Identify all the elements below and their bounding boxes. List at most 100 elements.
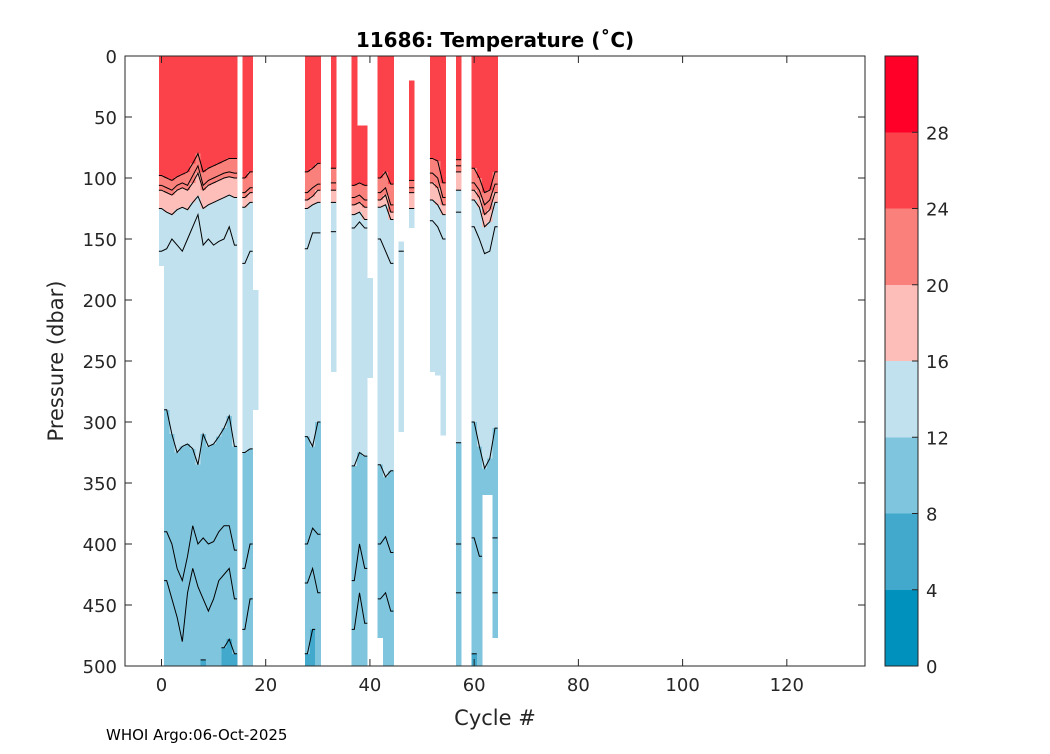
temperature-band-cell: [351, 185, 358, 205]
profile-column: [216, 56, 222, 666]
profile-column: [398, 241, 405, 432]
isotherm-line-12: [164, 409, 238, 465]
temperature-band-cell: [315, 56, 321, 164]
temperature-band-cell: [481, 226, 488, 469]
y-tick-label: 350: [83, 474, 117, 495]
temperature-band-cell: [205, 185, 212, 205]
profile-column: [174, 56, 181, 666]
temperature-band-cell: [310, 446, 316, 630]
temperature-band-cell: [492, 202, 499, 429]
profile-column: [247, 56, 254, 666]
temperature-band-cell: [195, 173, 201, 197]
profile-column: [429, 56, 436, 372]
temperature-band-cell: [310, 168, 316, 197]
y-tick-label: 300: [83, 413, 117, 434]
temperature-band-cell: [226, 158, 233, 177]
temperature-band-cell: [377, 464, 384, 638]
profile-column: [179, 56, 186, 666]
temperature-band-cell: [310, 629, 316, 666]
temperature-band-cell: [179, 207, 186, 447]
isotherm-line-10: [164, 567, 238, 642]
temperature-band-cell: [190, 448, 196, 666]
temperature-band-cell: [247, 192, 254, 203]
profile-column: [382, 56, 389, 666]
temperature-band-cell: [184, 171, 191, 191]
temperature-band-cell: [169, 56, 175, 181]
temperature-band-cell: [471, 168, 478, 191]
isotherm-line-24: [429, 157, 446, 184]
temperature-band-cell: [351, 204, 358, 215]
isotherm-line-14: [242, 250, 253, 264]
temperature-band-cell: [242, 56, 248, 178]
isotherm-line-14: [471, 226, 498, 255]
temperature-band-cell: [242, 207, 248, 453]
isotherm-line-11: [377, 535, 394, 554]
isotherm-line-24: [242, 171, 253, 179]
isotherm-line-20: [158, 171, 238, 196]
profile-column: [356, 125, 363, 666]
temperature-band-cell: [205, 204, 212, 447]
profile-column: [195, 56, 201, 666]
temperature-band-cell: [377, 178, 384, 200]
isotherm-line-16: [242, 201, 253, 208]
temperature-band-cell: [492, 428, 499, 638]
axes: 0 20 40 60 80 100 120 0 50 100 150 200 250 300 350 400 4…: [83, 47, 866, 696]
temperature-band-cell: [210, 182, 217, 203]
temperature-band-cell: [164, 192, 170, 213]
temperature-band-cell: [429, 182, 436, 200]
temperature-band-cell: [184, 190, 191, 210]
isotherm-line-10: [351, 592, 368, 630]
temperature-band-cell: [455, 56, 462, 160]
colorbar-band: [885, 513, 918, 590]
isotherm-line-24: [304, 162, 321, 173]
temperature-band-cell: [231, 158, 238, 178]
profile-column: [210, 56, 217, 666]
x-tick-label: 0: [156, 675, 167, 696]
colorbar-tick-label: 8: [926, 505, 937, 526]
isotherm-line-16: [429, 199, 446, 216]
temperature-band-cell: [164, 56, 170, 178]
temperature-band-cell: [382, 204, 389, 477]
temperature-band-cell: [440, 214, 446, 436]
isotherm-line-12: [304, 421, 321, 448]
profile-column: [388, 56, 394, 666]
temperature-band-cell: [200, 659, 207, 666]
temperature-band-cell: [247, 56, 254, 172]
temperature-band-cell: [409, 192, 415, 209]
temperature-band-cell: [481, 56, 488, 193]
temperature-band-cell: [409, 180, 415, 193]
temperature-band-cell: [169, 195, 175, 215]
profile-column: [362, 125, 368, 666]
temperature-band-cell: [440, 182, 446, 205]
temperature-band-cell: [184, 56, 191, 172]
temperature-band-cell: [435, 204, 441, 376]
isotherm-line-12: [471, 421, 498, 470]
isotherm-line-12: [351, 451, 368, 467]
isotherm-line-20: [304, 189, 321, 201]
isotherm-line-20: [377, 194, 394, 213]
footer-stamp: WHOI Argo:06-Oct-2025: [106, 726, 287, 744]
temperature-band-cell: [247, 448, 254, 666]
profile-column: [231, 56, 238, 666]
temperature-band-cell: [351, 214, 358, 466]
temperature-band-cell: [487, 209, 493, 222]
temperature-band-cell: [247, 171, 254, 193]
temperature-band-cell: [304, 171, 311, 200]
temperature-band-cell: [200, 190, 207, 209]
colorbar-tick-label: 28: [926, 123, 949, 144]
temperature-band-cell: [409, 80, 415, 181]
temperature-band-cell: [481, 192, 488, 215]
temperature-band-cell: [435, 56, 441, 161]
profile-column: [330, 56, 337, 372]
temperature-band-cell: [221, 428, 228, 648]
temperature-band-cell: [221, 160, 228, 178]
temperature-band-cell: [242, 452, 248, 666]
temperature-band-cell: [164, 178, 170, 193]
y-tick-label: 450: [83, 596, 117, 617]
temperature-band-cell: [315, 163, 321, 191]
isotherm-line-11: [471, 537, 482, 557]
temperature-band-cell: [216, 163, 222, 181]
isotherm-line-16: [304, 201, 321, 209]
temperature-band-cell: [487, 458, 493, 496]
temperature-band-cell: [226, 195, 233, 416]
